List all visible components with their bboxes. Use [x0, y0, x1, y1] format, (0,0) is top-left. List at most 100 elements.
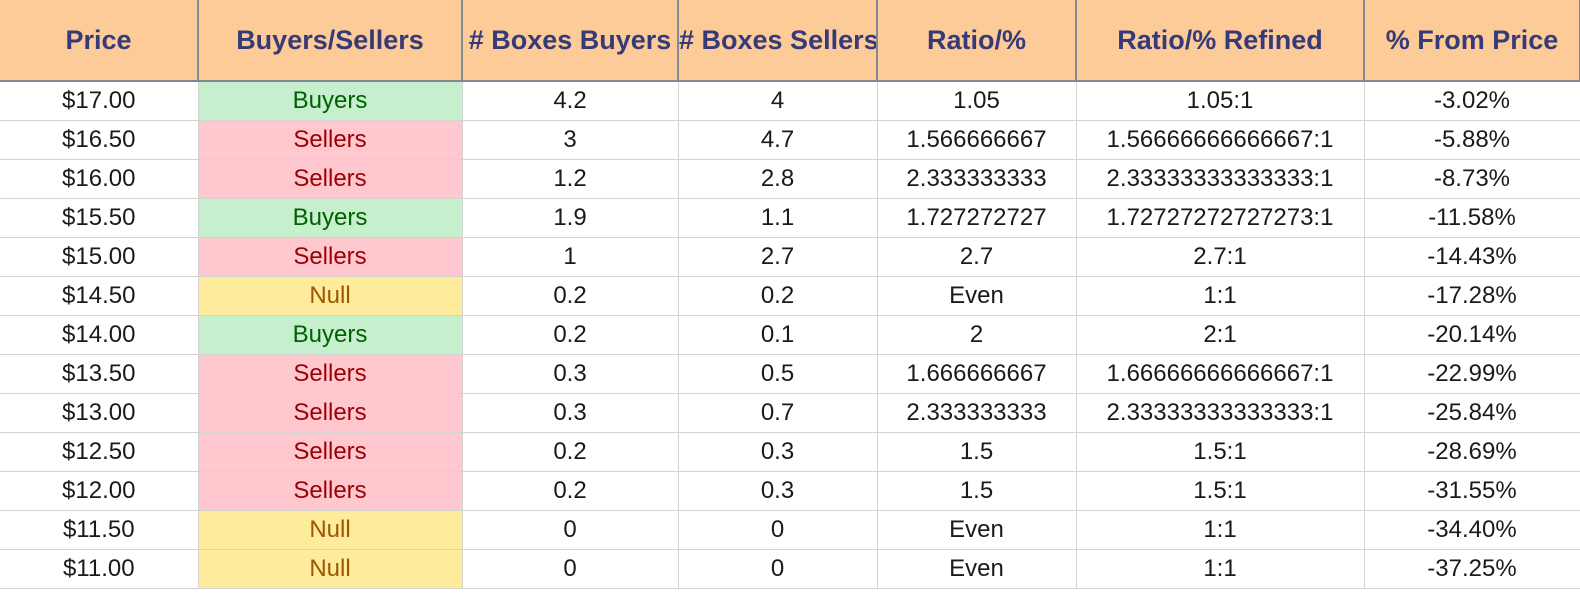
cell-buyers-sellers[interactable]: Sellers: [197, 120, 463, 160]
cell-buyers-sellers[interactable]: Sellers: [197, 471, 463, 511]
cell-ratio-refined[interactable]: 1.05:1: [1075, 80, 1365, 121]
cell-ratio-refined[interactable]: 1.72727272727273:1: [1075, 198, 1365, 238]
cell-from-price[interactable]: -28.69%: [1363, 432, 1580, 472]
cell-boxes-buyers[interactable]: 1: [461, 237, 679, 277]
cell-from-price[interactable]: -34.40%: [1363, 510, 1580, 550]
cell-boxes-sellers[interactable]: 4.7: [677, 120, 878, 160]
cell-ratio[interactable]: 1.5: [876, 471, 1077, 511]
cell-ratio[interactable]: 1.566666667: [876, 120, 1077, 160]
cell-boxes-sellers[interactable]: 0: [677, 549, 878, 589]
cell-ratio[interactable]: 1.727272727: [876, 198, 1077, 238]
header-ratio-refined[interactable]: Ratio/% Refined: [1075, 0, 1365, 82]
cell-boxes-sellers[interactable]: 2.8: [677, 159, 878, 199]
header-boxes-sellers[interactable]: # Boxes Sellers: [677, 0, 878, 82]
cell-ratio[interactable]: Even: [876, 549, 1077, 589]
cell-price[interactable]: $16.50: [0, 120, 199, 160]
cell-price[interactable]: $17.00: [0, 80, 199, 121]
cell-from-price[interactable]: -5.88%: [1363, 120, 1580, 160]
cell-ratio-refined[interactable]: 2.33333333333333:1: [1075, 159, 1365, 199]
cell-ratio-refined[interactable]: 1:1: [1075, 276, 1365, 316]
cell-buyers-sellers[interactable]: Buyers: [197, 198, 463, 238]
cell-from-price[interactable]: -11.58%: [1363, 198, 1580, 238]
cell-from-price[interactable]: -14.43%: [1363, 237, 1580, 277]
cell-price[interactable]: $15.00: [0, 237, 199, 277]
cell-price[interactable]: $13.50: [0, 354, 199, 394]
cell-boxes-buyers[interactable]: 0.3: [461, 354, 679, 394]
cell-from-price[interactable]: -3.02%: [1363, 80, 1580, 121]
cell-buyers-sellers[interactable]: Buyers: [197, 315, 463, 355]
cell-ratio[interactable]: 2.333333333: [876, 159, 1077, 199]
cell-price[interactable]: $12.00: [0, 471, 199, 511]
cell-boxes-sellers[interactable]: 0.7: [677, 393, 878, 433]
cell-ratio-refined[interactable]: 2.33333333333333:1: [1075, 393, 1365, 433]
cell-boxes-sellers[interactable]: 0: [677, 510, 878, 550]
header-boxes-buyers[interactable]: # Boxes Buyers: [461, 0, 679, 82]
cell-boxes-sellers[interactable]: 0.5: [677, 354, 878, 394]
cell-boxes-buyers[interactable]: 0: [461, 549, 679, 589]
cell-price[interactable]: $16.00: [0, 159, 199, 199]
cell-buyers-sellers[interactable]: Null: [197, 510, 463, 550]
cell-price[interactable]: $14.00: [0, 315, 199, 355]
cell-ratio-refined[interactable]: 1:1: [1075, 549, 1365, 589]
cell-buyers-sellers[interactable]: Sellers: [197, 432, 463, 472]
cell-boxes-buyers[interactable]: 4.2: [461, 80, 679, 121]
cell-ratio-refined[interactable]: 1.5:1: [1075, 432, 1365, 472]
cell-ratio[interactable]: Even: [876, 510, 1077, 550]
cell-boxes-buyers[interactable]: 0.3: [461, 393, 679, 433]
table-row: $15.00 Sellers 1 2.7 2.7 2.7:1 -14.43%: [0, 237, 1580, 277]
cell-ratio-refined[interactable]: 1.5:1: [1075, 471, 1365, 511]
cell-ratio[interactable]: 1.666666667: [876, 354, 1077, 394]
cell-boxes-sellers[interactable]: 0.3: [677, 432, 878, 472]
cell-from-price[interactable]: -17.28%: [1363, 276, 1580, 316]
cell-ratio[interactable]: 1.05: [876, 80, 1077, 121]
cell-boxes-sellers[interactable]: 0.1: [677, 315, 878, 355]
cell-ratio[interactable]: Even: [876, 276, 1077, 316]
cell-from-price[interactable]: -25.84%: [1363, 393, 1580, 433]
cell-price[interactable]: $11.50: [0, 510, 199, 550]
cell-boxes-buyers[interactable]: 0.2: [461, 276, 679, 316]
cell-boxes-buyers[interactable]: 0: [461, 510, 679, 550]
cell-price[interactable]: $12.50: [0, 432, 199, 472]
cell-from-price[interactable]: -31.55%: [1363, 471, 1580, 511]
cell-from-price[interactable]: -22.99%: [1363, 354, 1580, 394]
cell-ratio-refined[interactable]: 1.66666666666667:1: [1075, 354, 1365, 394]
cell-buyers-sellers[interactable]: Sellers: [197, 393, 463, 433]
cell-boxes-sellers[interactable]: 0.3: [677, 471, 878, 511]
table-row: $13.00 Sellers 0.3 0.7 2.333333333 2.33333333…: [0, 393, 1580, 433]
cell-ratio[interactable]: 1.5: [876, 432, 1077, 472]
cell-from-price[interactable]: -37.25%: [1363, 549, 1580, 589]
cell-price[interactable]: $13.00: [0, 393, 199, 433]
cell-buyers-sellers[interactable]: Buyers: [197, 80, 463, 121]
header-ratio[interactable]: Ratio/%: [876, 0, 1077, 82]
cell-boxes-sellers[interactable]: 1.1: [677, 198, 878, 238]
cell-ratio-refined[interactable]: 1:1: [1075, 510, 1365, 550]
cell-buyers-sellers[interactable]: Sellers: [197, 237, 463, 277]
cell-ratio-refined[interactable]: 1.56666666666667:1: [1075, 120, 1365, 160]
cell-ratio[interactable]: 2: [876, 315, 1077, 355]
cell-ratio[interactable]: 2.333333333: [876, 393, 1077, 433]
cell-from-price[interactable]: -8.73%: [1363, 159, 1580, 199]
header-price[interactable]: Price: [0, 0, 199, 82]
cell-boxes-sellers[interactable]: 0.2: [677, 276, 878, 316]
cell-boxes-buyers[interactable]: 3: [461, 120, 679, 160]
cell-boxes-buyers[interactable]: 0.2: [461, 471, 679, 511]
header-from-price[interactable]: % From Price: [1363, 0, 1580, 82]
cell-ratio-refined[interactable]: 2:1: [1075, 315, 1365, 355]
cell-boxes-sellers[interactable]: 2.7: [677, 237, 878, 277]
cell-price[interactable]: $15.50: [0, 198, 199, 238]
cell-from-price[interactable]: -20.14%: [1363, 315, 1580, 355]
cell-boxes-buyers[interactable]: 0.2: [461, 432, 679, 472]
cell-price[interactable]: $11.00: [0, 549, 199, 589]
cell-boxes-buyers[interactable]: 1.2: [461, 159, 679, 199]
cell-boxes-buyers[interactable]: 0.2: [461, 315, 679, 355]
cell-buyers-sellers[interactable]: Null: [197, 549, 463, 589]
cell-buyers-sellers[interactable]: Sellers: [197, 159, 463, 199]
cell-buyers-sellers[interactable]: Sellers: [197, 354, 463, 394]
cell-buyers-sellers[interactable]: Null: [197, 276, 463, 316]
cell-boxes-sellers[interactable]: 4: [677, 80, 878, 121]
cell-price[interactable]: $14.50: [0, 276, 199, 316]
cell-ratio[interactable]: 2.7: [876, 237, 1077, 277]
header-buyers-sellers[interactable]: Buyers/Sellers: [197, 0, 463, 82]
cell-boxes-buyers[interactable]: 1.9: [461, 198, 679, 238]
cell-ratio-refined[interactable]: 2.7:1: [1075, 237, 1365, 277]
